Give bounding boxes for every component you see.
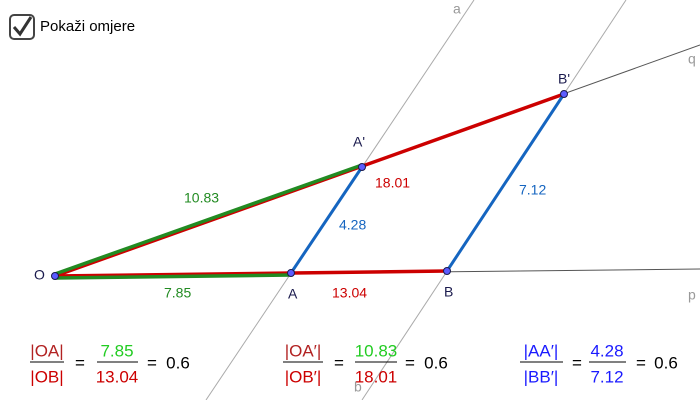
ratio-den-label: |OB| <box>30 367 63 386</box>
equals: = <box>75 353 85 372</box>
line-label: b <box>354 379 362 395</box>
line-label: a <box>453 1 461 17</box>
segment-oa <box>54 273 292 280</box>
equals: = <box>405 353 415 372</box>
ratio-num-label: |AA′| <box>524 341 559 360</box>
length-label: 18.01 <box>375 175 410 191</box>
point-a1[interactable] <box>358 163 366 171</box>
ratio-result: 0.6 <box>166 353 190 372</box>
segment-ob <box>54 269 448 278</box>
point-a[interactable] <box>287 269 295 277</box>
length-label: 13.04 <box>332 285 367 301</box>
ratio-den-label: |BB′| <box>524 367 559 386</box>
equals: = <box>147 353 157 372</box>
line-label: q <box>688 51 696 67</box>
point-label: B' <box>558 71 570 87</box>
equals: = <box>636 353 646 372</box>
point-label: A <box>288 286 298 302</box>
ratio-den-label: |OB′| <box>285 367 322 386</box>
length-label: 10.83 <box>184 190 219 206</box>
segment-aa1 <box>289 166 364 274</box>
point-label: A' <box>353 134 365 150</box>
checkbox[interactable] <box>9 14 35 40</box>
point-b[interactable] <box>443 267 451 275</box>
equals: = <box>572 353 582 372</box>
point-o[interactable] <box>51 272 59 280</box>
point-label: O <box>34 267 45 283</box>
point-b1[interactable] <box>560 90 568 98</box>
ratio-num: 4.28 <box>590 341 623 360</box>
ratio-num-label: |OA′| <box>285 341 322 360</box>
checkbox-check <box>12 16 33 37</box>
ratio-den: 18.01 <box>355 367 398 386</box>
ratio-result: 0.6 <box>424 353 448 372</box>
length-label: 7.12 <box>519 182 546 198</box>
ratio-result: 0.6 <box>654 353 678 372</box>
segment-bb1 <box>445 93 566 272</box>
ratio-num-label: |OA| <box>30 341 63 360</box>
length-label: 4.28 <box>339 217 366 233</box>
line-label: p <box>688 287 696 303</box>
ratio-num: 10.83 <box>355 341 398 360</box>
length-label: 7.85 <box>164 285 191 301</box>
checkbox-label[interactable]: Pokaži omjere <box>40 18 135 35</box>
equals: = <box>334 353 344 372</box>
segment-oa1 <box>54 163 363 276</box>
ratio-den: 7.12 <box>590 367 623 386</box>
point-label: B <box>444 284 453 300</box>
ratio-num: 7.85 <box>100 341 133 360</box>
ratio-den: 13.04 <box>96 367 139 386</box>
